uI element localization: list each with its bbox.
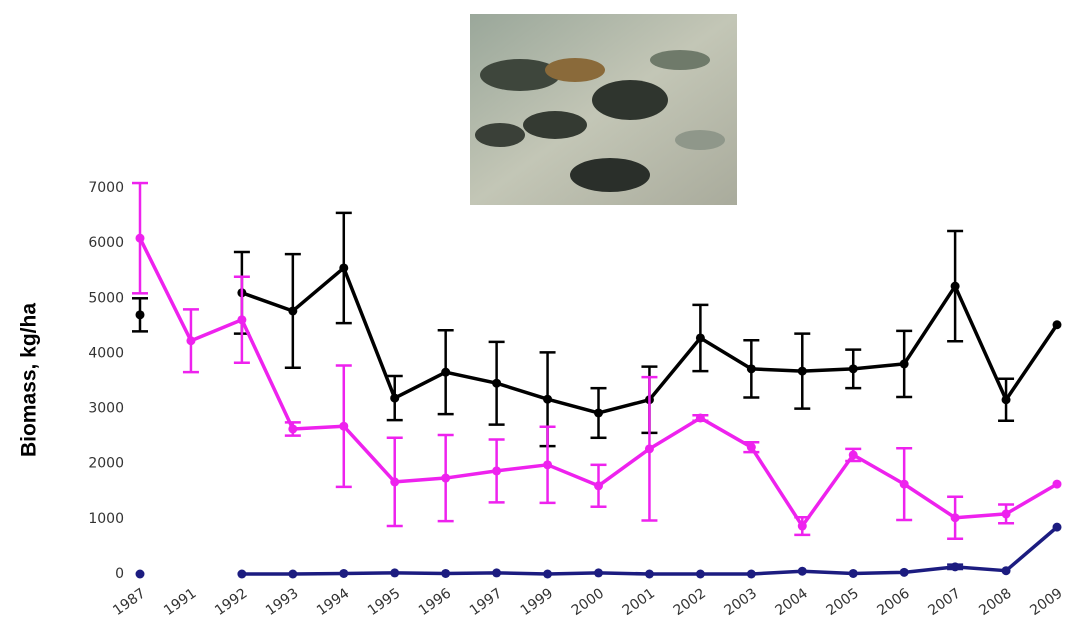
data-point <box>849 569 858 578</box>
data-point <box>747 364 756 373</box>
data-point <box>1053 523 1062 532</box>
data-point <box>288 570 297 579</box>
data-point <box>543 570 552 579</box>
data-point <box>1053 320 1062 329</box>
data-point <box>441 368 450 377</box>
data-point <box>849 450 858 459</box>
data-point <box>798 367 807 376</box>
y-tick-label: 7000 <box>88 180 124 196</box>
x-tick-label: 2003 <box>722 585 760 619</box>
data-point <box>747 570 756 579</box>
data-point <box>136 570 145 579</box>
x-tick-label: 2000 <box>569 585 607 619</box>
data-point <box>237 570 246 579</box>
data-point <box>136 234 145 243</box>
data-point <box>441 569 450 578</box>
data-point <box>390 477 399 486</box>
data-point <box>492 568 501 577</box>
data-point <box>390 394 399 403</box>
data-point <box>900 480 909 489</box>
data-point <box>645 570 654 579</box>
x-tick-label: 1994 <box>314 585 352 619</box>
data-point <box>594 408 603 417</box>
data-point <box>645 444 654 453</box>
y-tick-label: 5000 <box>88 290 124 306</box>
x-tick-label: 1987 <box>110 585 148 619</box>
data-point <box>288 424 297 433</box>
data-point <box>951 282 960 291</box>
data-point <box>696 333 705 342</box>
series-line <box>242 527 1057 574</box>
data-point <box>696 413 705 422</box>
y-tick-label: 4000 <box>88 345 124 361</box>
photo <box>470 14 737 205</box>
data-point <box>798 522 807 531</box>
y-axis-label: Biomass, kg/ha <box>18 303 41 457</box>
y-tick-label: 1000 <box>88 511 124 527</box>
x-tick-label: 2005 <box>823 585 861 619</box>
data-point <box>543 460 552 469</box>
data-point <box>1002 566 1011 575</box>
x-tick-label: 2006 <box>874 585 912 619</box>
data-point <box>492 379 501 388</box>
x-tick-label: 1991 <box>161 585 199 619</box>
data-point <box>951 513 960 522</box>
x-tick-label: 2008 <box>976 585 1014 619</box>
data-point <box>390 568 399 577</box>
x-tick-label: 2001 <box>620 585 658 619</box>
data-point <box>900 359 909 368</box>
data-point <box>747 443 756 452</box>
data-point <box>339 569 348 578</box>
x-tick-label: 2009 <box>1027 585 1065 619</box>
data-point <box>492 466 501 475</box>
data-point <box>441 474 450 483</box>
data-point <box>237 315 246 324</box>
y-tick-label: 6000 <box>88 235 124 251</box>
chart: Biomass, kg/ha 0 1000 2000 3000 4000 5000 6000… <box>0 0 1083 634</box>
data-point <box>951 562 960 571</box>
x-tick-label: 2007 <box>925 585 963 619</box>
data-point <box>594 481 603 490</box>
data-point <box>543 395 552 404</box>
x-tick-label: 1999 <box>518 585 556 619</box>
data-point <box>798 567 807 576</box>
x-tick-label: 1996 <box>416 585 454 619</box>
data-point <box>136 310 145 319</box>
x-tick-label: 1995 <box>365 585 403 619</box>
x-tick-label: 2004 <box>772 585 810 619</box>
y-tick-label: 0 <box>115 566 124 582</box>
data-point <box>900 568 909 577</box>
data-point <box>849 364 858 373</box>
data-point <box>1002 395 1011 404</box>
data-point <box>186 336 195 345</box>
data-point <box>288 306 297 315</box>
data-point <box>1053 480 1062 489</box>
x-tick-label: 1997 <box>467 585 505 619</box>
data-point <box>339 422 348 431</box>
data-point <box>696 570 705 579</box>
data-point <box>339 263 348 272</box>
y-tick-label: 3000 <box>88 401 124 417</box>
data-point <box>1002 509 1011 518</box>
x-tick-label: 2002 <box>671 585 709 619</box>
x-tick-label: 1993 <box>263 585 301 619</box>
y-tick-label: 2000 <box>88 456 124 472</box>
x-tick-label: 1992 <box>212 585 250 619</box>
data-point <box>594 568 603 577</box>
